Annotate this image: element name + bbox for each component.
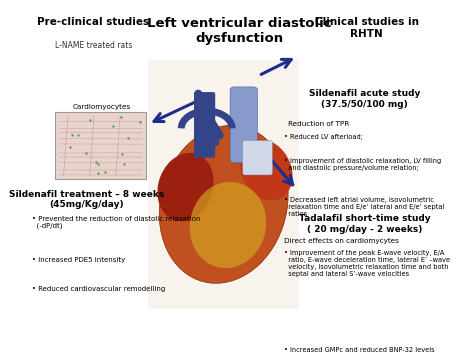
Text: Direct effects on cardiomycytes: Direct effects on cardiomycytes: [284, 238, 399, 244]
Text: • Increased PDE5 intensity: • Increased PDE5 intensity: [32, 257, 125, 263]
Text: • Improvement of the peak E-wave velocity, E/A
  ratio, E-wave deceleration time: • Improvement of the peak E-wave velocit…: [284, 250, 450, 277]
Text: Pre-clinical studies: Pre-clinical studies: [37, 17, 149, 27]
Text: Reduction of TPR: Reduction of TPR: [288, 121, 350, 126]
FancyBboxPatch shape: [194, 92, 215, 158]
Text: • Increased GMPc and reduced BNP-32 levels: • Increased GMPc and reduced BNP-32 leve…: [284, 347, 435, 353]
Text: • Decreased left atrial volume, isovolumetric
  relaxation time and E/e’ lateral: • Decreased left atrial volume, isovolum…: [284, 198, 445, 217]
Ellipse shape: [157, 153, 214, 221]
Text: Cardiomyocytes: Cardiomyocytes: [73, 104, 131, 110]
Text: Tadalafil short-time study
( 20 mg/day - 2 weeks): Tadalafil short-time study ( 20 mg/day -…: [299, 214, 430, 234]
Text: • Prevented the reduction of diastolic relaxation
  (-dP/dt): • Prevented the reduction of diastolic r…: [32, 216, 201, 229]
Text: Sildenafil acute study
(37.5/50/100 mg): Sildenafil acute study (37.5/50/100 mg): [309, 90, 420, 109]
Ellipse shape: [239, 139, 292, 200]
Text: Clinical studies in
RHTN: Clinical studies in RHTN: [315, 17, 419, 39]
FancyBboxPatch shape: [230, 87, 257, 163]
Text: • Improvement of diastolic relaxation, LV filling
  and diastolic pressure/volum: • Improvement of diastolic relaxation, L…: [284, 158, 441, 171]
FancyBboxPatch shape: [243, 141, 273, 175]
Ellipse shape: [159, 125, 288, 283]
Bar: [55, 112, 146, 179]
Ellipse shape: [190, 182, 266, 268]
Text: L-NAME treated rats: L-NAME treated rats: [55, 41, 132, 50]
Text: • Reduced LV afterload;: • Reduced LV afterload;: [284, 135, 363, 140]
Text: Left ventricular diastolic
dysfunction: Left ventricular diastolic dysfunction: [147, 17, 332, 45]
Text: Sildenafil treatment – 8 weeks
(45mg/Kg/day): Sildenafil treatment – 8 weeks (45mg/Kg/…: [9, 190, 164, 209]
Text: • Reduced cardiovascular remodelling: • Reduced cardiovascular remodelling: [32, 286, 165, 292]
Bar: [148, 60, 299, 309]
